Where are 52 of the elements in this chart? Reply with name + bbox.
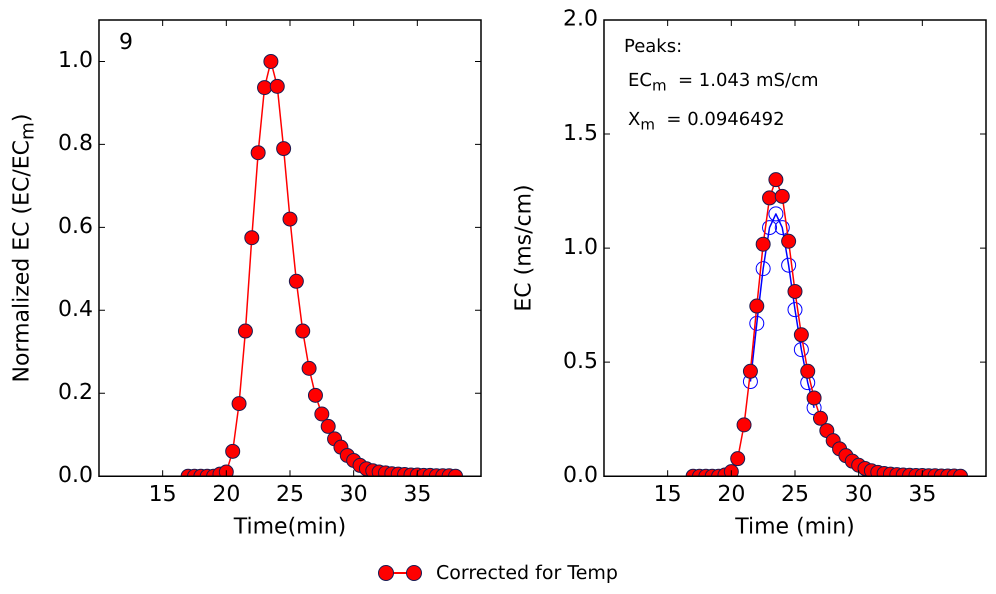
point [257, 80, 272, 96]
point [768, 172, 784, 188]
point [781, 234, 796, 249]
annotation: X$_{m}$ = 0.0946492 [628, 108, 786, 136]
y-tick-label: 0.0 [58, 462, 93, 488]
point [762, 190, 778, 206]
point [282, 212, 298, 227]
x-axis-title: Time(min) [232, 514, 346, 540]
point [270, 78, 285, 94]
point [244, 230, 260, 246]
y-tick-label: 0.8 [58, 131, 93, 156]
x-tick-label: 25 [780, 482, 809, 508]
y-tick-label: 1.5 [562, 120, 598, 146]
point [756, 236, 771, 252]
point [774, 188, 790, 204]
point [787, 302, 802, 318]
annotation: Peaks: [624, 35, 684, 59]
point [787, 284, 802, 299]
x-tick-label: 35 [403, 482, 432, 508]
point [794, 327, 809, 342]
x-tick-label: 20 [717, 482, 746, 508]
y-tick-label: 0.4 [58, 297, 93, 322]
y-tick-label: 0.0 [562, 462, 598, 488]
y-tick-label: 1.0 [58, 48, 93, 74]
point [749, 298, 764, 314]
point [250, 145, 266, 160]
x-tick-label: 15 [654, 482, 682, 508]
x-tick-label: 30 [844, 482, 873, 508]
x-tick-label: 35 [908, 482, 936, 508]
x-tick-label: 20 [212, 482, 240, 508]
annotation: 9 [118, 30, 133, 56]
y-tick-label: 0.5 [562, 348, 598, 374]
point [288, 274, 304, 289]
x-axis-title: Time (min) [734, 514, 855, 540]
y-tick-label: 1.0 [562, 234, 598, 260]
point [263, 54, 278, 69]
x-tick-label: 25 [276, 482, 304, 508]
point [762, 220, 778, 236]
point [774, 220, 790, 236]
y-tick-label: 2.0 [562, 6, 598, 32]
annotation: EC$_{m}$ = 1.043 mS/cm [628, 69, 819, 97]
point [749, 316, 764, 331]
point [781, 258, 796, 273]
x-tick-label: 30 [340, 482, 368, 508]
x-tick-label: 15 [148, 482, 177, 508]
point [276, 141, 292, 156]
point [768, 206, 784, 222]
legend-label: Corrected for Temp [436, 562, 618, 584]
point [756, 261, 771, 276]
y-axis-title: EC (ms/cm) [512, 184, 536, 312]
y-tick-label: 0.2 [58, 380, 93, 405]
y-tick-label: 0.6 [58, 214, 93, 240]
